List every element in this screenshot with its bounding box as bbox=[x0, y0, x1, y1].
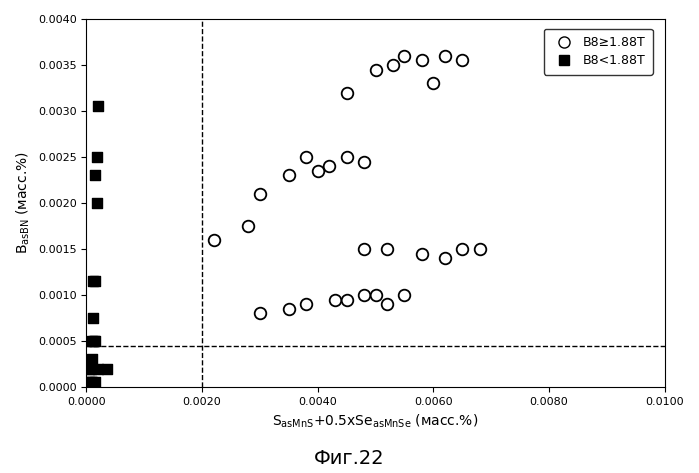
Point bbox=[382, 245, 393, 253]
Point bbox=[101, 365, 113, 372]
Point bbox=[324, 162, 335, 170]
Point bbox=[84, 378, 95, 386]
Point bbox=[341, 89, 352, 96]
Point bbox=[359, 291, 370, 299]
Point bbox=[92, 153, 103, 161]
Point bbox=[84, 365, 95, 372]
Point bbox=[382, 300, 393, 308]
Point bbox=[89, 337, 101, 345]
Point bbox=[399, 291, 410, 299]
Point bbox=[89, 277, 101, 285]
Point bbox=[440, 254, 451, 262]
Point bbox=[387, 61, 398, 69]
Point bbox=[88, 314, 99, 322]
Point bbox=[87, 337, 98, 345]
Point bbox=[283, 172, 294, 179]
Point bbox=[329, 296, 340, 303]
Point bbox=[416, 250, 427, 257]
Text: Фиг.22: Фиг.22 bbox=[314, 449, 385, 468]
Point bbox=[359, 245, 370, 253]
Point bbox=[89, 378, 101, 386]
Point bbox=[416, 57, 427, 64]
Point bbox=[312, 167, 324, 175]
Point bbox=[359, 158, 370, 166]
Point bbox=[88, 337, 99, 345]
Y-axis label: B$_{\mathregular{asBN}}$ (масс.%): B$_{\mathregular{asBN}}$ (масс.%) bbox=[15, 151, 32, 254]
Point bbox=[92, 103, 103, 110]
Legend: B8≥1.88T, B8<1.88T: B8≥1.88T, B8<1.88T bbox=[544, 29, 653, 75]
Point bbox=[370, 291, 381, 299]
Point bbox=[89, 172, 101, 179]
Point bbox=[440, 52, 451, 60]
Point bbox=[85, 378, 96, 386]
X-axis label: S$_{\mathregular{asMnS}}$+0.5xSe$_{\mathregular{asMnSe}}$ (масс.%): S$_{\mathregular{asMnS}}$+0.5xSe$_{\math… bbox=[273, 412, 479, 429]
Point bbox=[301, 300, 312, 308]
Point bbox=[208, 236, 219, 244]
Point bbox=[456, 57, 468, 64]
Point bbox=[243, 222, 254, 230]
Point bbox=[456, 245, 468, 253]
Point bbox=[92, 365, 103, 372]
Point bbox=[254, 190, 266, 198]
Point bbox=[428, 79, 439, 87]
Point bbox=[474, 245, 485, 253]
Point bbox=[85, 365, 96, 372]
Point bbox=[87, 378, 98, 386]
Point bbox=[254, 309, 266, 317]
Point bbox=[88, 277, 99, 285]
Point bbox=[370, 66, 381, 73]
Point bbox=[301, 153, 312, 161]
Point bbox=[341, 296, 352, 303]
Point bbox=[283, 305, 294, 313]
Point bbox=[92, 199, 103, 207]
Point bbox=[399, 52, 410, 60]
Point bbox=[87, 356, 98, 363]
Point bbox=[341, 153, 352, 161]
